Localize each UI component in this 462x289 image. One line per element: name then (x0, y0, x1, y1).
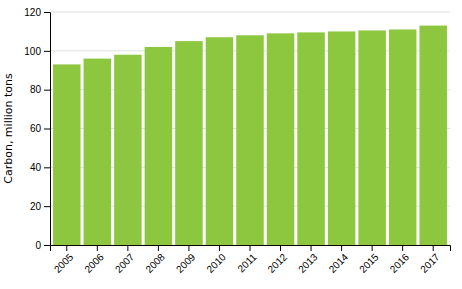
y-axis: 0 20 40 60 80 100 120 (24, 7, 50, 251)
x-tick-mark (97, 245, 98, 251)
bar (175, 41, 202, 245)
y-tick: 40 (30, 162, 50, 173)
x-axis-line (51, 246, 451, 252)
x-tick: 2009 (174, 245, 198, 275)
x-tick: 2010 (204, 245, 228, 275)
x-tick-mark (250, 245, 251, 251)
x-tick: 2011 (235, 245, 258, 274)
x-tick-label: 2013 (296, 251, 320, 275)
bar (84, 59, 111, 245)
y-tick-label: 100 (24, 46, 41, 57)
bar (358, 30, 385, 245)
x-tick-label: 2012 (266, 251, 290, 275)
x-tick: 2013 (296, 245, 320, 275)
bar (114, 55, 141, 245)
x-tick: 2006 (82, 245, 106, 275)
marks (53, 26, 447, 245)
x-tick-label: 2014 (327, 251, 351, 275)
y-tick: 100 (24, 46, 50, 57)
y-tick-label: 120 (24, 7, 41, 18)
x-tick-mark (127, 245, 128, 251)
y-tick: 120 (24, 7, 50, 18)
bar (206, 37, 233, 245)
grid-line (50, 12, 450, 13)
x-tick: 2008 (143, 245, 167, 275)
x-tick: 2015 (357, 245, 381, 275)
y-tick: 0 (35, 240, 50, 251)
y-tick-mark (44, 51, 50, 52)
bar (389, 29, 416, 245)
x-tick: 2017 (418, 245, 442, 275)
y-tick-mark (44, 245, 50, 246)
bar (145, 47, 172, 245)
x-tick-label: 2006 (82, 251, 106, 275)
y-tick-mark (44, 90, 50, 91)
x-tick-mark (433, 245, 434, 251)
x-tick: 2016 (388, 245, 412, 275)
y-axis-line (44, 13, 51, 246)
x-tick: 2007 (113, 245, 137, 275)
y-tick-mark (44, 12, 50, 13)
x-tick-label: 2011 (235, 251, 258, 274)
x-axis: 20052006 20072008 20092010 2011 20122013 2014… (51, 245, 451, 275)
plot-area: 0204060801001202005200620072008200920102… (2, 7, 451, 275)
x-tick-mark (372, 245, 373, 251)
x-tick-label: 2008 (143, 251, 167, 275)
x-tick: 2014 (327, 245, 351, 275)
x-tick-label: 2016 (388, 251, 412, 275)
y-tick-mark (44, 129, 50, 130)
x-tick-mark (311, 245, 312, 251)
x-tick-label: 2015 (357, 251, 381, 275)
x-tick-mark (188, 245, 189, 251)
x-tick-mark (402, 245, 403, 251)
y-tick-mark (44, 206, 50, 207)
x-tick-label: 2017 (418, 251, 442, 275)
chart-svg: 0204060801001202005200620072008200920102… (0, 0, 462, 289)
x-tick: 2005 (52, 245, 76, 275)
y-axis-title: Carbon, million tons (2, 73, 15, 184)
y-tick-label: 0 (35, 240, 41, 251)
y-tick: 20 (30, 201, 50, 212)
x-tick-mark (158, 245, 159, 251)
x-tick-mark (66, 245, 67, 251)
x-tick-label: 2005 (52, 251, 76, 275)
y-tick-label: 40 (30, 162, 42, 173)
y-tick-label: 60 (30, 123, 42, 134)
y-tick-label: 80 (30, 84, 42, 95)
y-tick: 80 (30, 84, 50, 95)
bar (53, 64, 80, 245)
x-tick: 2012 (266, 245, 290, 275)
y-tick: 60 (30, 123, 50, 134)
x-tick-label: 2010 (204, 251, 228, 275)
bar (328, 31, 355, 245)
x-tick-mark (280, 245, 281, 251)
bar (236, 35, 263, 245)
chart-container: 0204060801001202005200620072008200920102… (0, 0, 462, 289)
bar (267, 33, 294, 245)
bar (419, 26, 446, 245)
bar (297, 32, 324, 245)
x-tick-label: 2009 (174, 251, 198, 275)
y-tick-label: 20 (30, 201, 42, 212)
y-tick-mark (44, 167, 50, 168)
x-tick-label: 2007 (113, 251, 137, 275)
x-tick-mark (219, 245, 220, 251)
grid (50, 12, 450, 245)
x-tick-mark (341, 245, 342, 251)
